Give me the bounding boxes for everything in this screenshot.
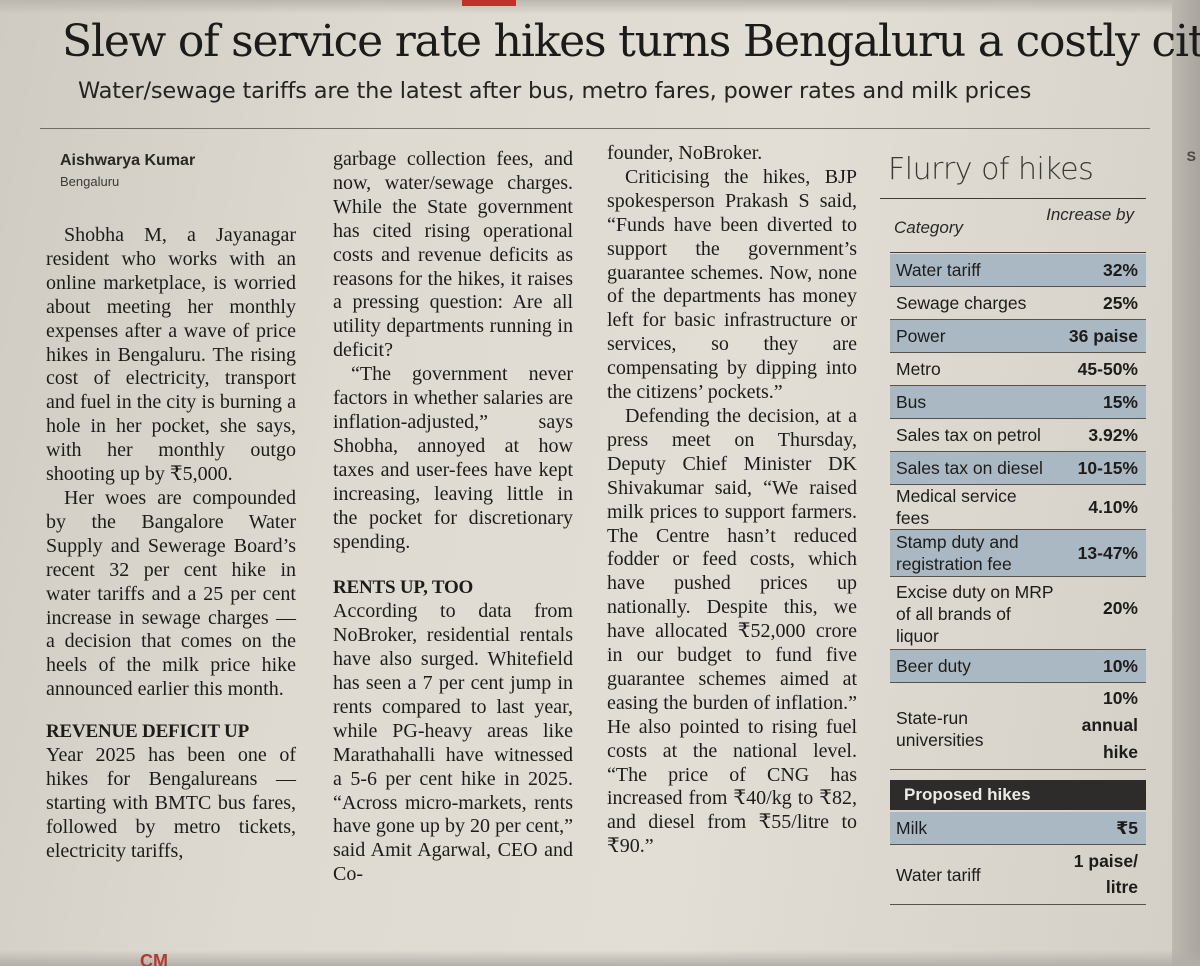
headline: Slew of service rate hikes turns Bengalu…	[62, 16, 1200, 67]
article-column-2: garbage collection fees, and now, water/…	[333, 148, 573, 887]
column-header-increase: Increase by	[1046, 205, 1134, 224]
row-value: 3.92%	[1088, 425, 1138, 445]
paragraph: Shobha M, a Jayanagar resident who works…	[46, 224, 296, 486]
table-title: Flurry of hikes	[888, 152, 1094, 187]
hikes-table: Flurry of hikes Category Increase by Wat…	[880, 146, 1146, 908]
row-value: 32%	[1102, 260, 1138, 280]
row-category: Excise duty on MRP of all brands of liqu…	[896, 582, 1054, 646]
row-category: Milk	[896, 818, 928, 838]
paragraph: founder, NoBroker.	[607, 142, 763, 164]
byline: Aishwarya Kumar Bengaluru	[60, 152, 195, 189]
row-category: Sewage charges	[896, 293, 1027, 313]
page-bottom-shadow	[0, 950, 1200, 966]
row-category: Sales tax on diesel	[896, 458, 1043, 478]
header-rule	[40, 128, 1150, 129]
article-column-1: Shobha M, a Jayanagar resident who works…	[46, 224, 296, 864]
header-rule	[890, 252, 1146, 253]
paragraph: garbage collection fees, and now, water/…	[333, 148, 573, 362]
row-value: 10%	[1102, 656, 1138, 676]
table-top-rule	[880, 198, 1146, 199]
table-row: Power 36 paise	[890, 320, 1146, 353]
row-category: State-run universities	[896, 708, 984, 750]
proposed-hikes-header: Proposed hikes	[890, 780, 1146, 810]
row-category: Bus	[896, 392, 927, 412]
paragraph: Her woes are compounded by the Bangalore…	[46, 486, 296, 701]
row-value: 20%	[1102, 598, 1138, 618]
paragraph: Criticising the hikes, BJP spokesperson …	[607, 165, 857, 404]
table-row: Water tariff 32%	[890, 254, 1146, 287]
article-column-3: founder, NoBroker. Criticising the hikes…	[607, 142, 857, 859]
table-row: Sewage charges 25%	[890, 287, 1146, 320]
table-row: Bus 15%	[890, 386, 1146, 419]
row-value: ₹5	[1116, 818, 1138, 838]
table-row: Medical service fees 4.10%	[890, 485, 1146, 530]
row-value: 25%	[1102, 293, 1138, 313]
page-right-edge	[1172, 0, 1200, 966]
row-value: 36 paise	[1068, 326, 1138, 346]
row-value: 1 paise/ litre	[1073, 851, 1138, 897]
table-row: Water tariff 1 paise/ litre	[890, 846, 1146, 905]
row-value: 10-15%	[1077, 458, 1138, 478]
table-row: Sales tax on diesel 10-15%	[890, 452, 1146, 485]
row-category: Water tariff	[896, 260, 981, 280]
table-row: Beer duty 10%	[890, 650, 1146, 683]
row-value: 45-50%	[1077, 359, 1138, 379]
table-row: Milk ₹5	[890, 812, 1146, 845]
color-mark: CM	[140, 951, 168, 966]
paragraph: Defending the decision, at a press meet …	[607, 404, 857, 858]
section-subhead: RENTS UP, TOO	[333, 577, 474, 599]
row-category: Beer duty	[896, 656, 971, 676]
table-row: Excise duty on MRP of all brands of liqu…	[890, 577, 1146, 650]
row-value: 15%	[1102, 392, 1138, 412]
page-top-shadow	[0, 0, 1200, 14]
red-registration-mark	[462, 0, 516, 6]
table-row: Sales tax on petrol 3.92%	[890, 419, 1146, 452]
row-category: Water tariff	[896, 865, 981, 885]
row-category: Sales tax on petrol	[896, 425, 1041, 445]
row-value: 13-47%	[1077, 543, 1138, 563]
table-row: Metro 45-50%	[890, 353, 1146, 386]
paragraph: According to data from NoBroker, residen…	[333, 600, 573, 886]
subheadline: Water/sewage tariffs are the latest afte…	[78, 78, 1032, 104]
table-row: Stamp duty and registration fee 13-47%	[890, 530, 1146, 577]
table-row: State-run universities 10% annual hike	[890, 683, 1146, 770]
column-header-category: Category	[894, 218, 963, 237]
paragraph: Year 2025 has been one of hikes for Beng…	[46, 744, 296, 862]
author-name: Aishwarya Kumar	[60, 152, 196, 169]
row-value: 4.10%	[1088, 497, 1138, 517]
section-subhead: REVENUE DEFICIT UP	[46, 721, 249, 743]
row-value: 10% annual hike	[1081, 688, 1138, 762]
row-category: Metro	[896, 359, 941, 379]
row-category: Stamp duty and registration fee	[896, 532, 1019, 574]
row-category: Power	[896, 326, 946, 346]
row-category: Medical service fees	[896, 486, 1017, 528]
paragraph: “The government never factors in whether…	[333, 363, 573, 553]
dateline: Bengaluru	[60, 174, 120, 189]
edge-fragment: S	[1186, 148, 1196, 164]
